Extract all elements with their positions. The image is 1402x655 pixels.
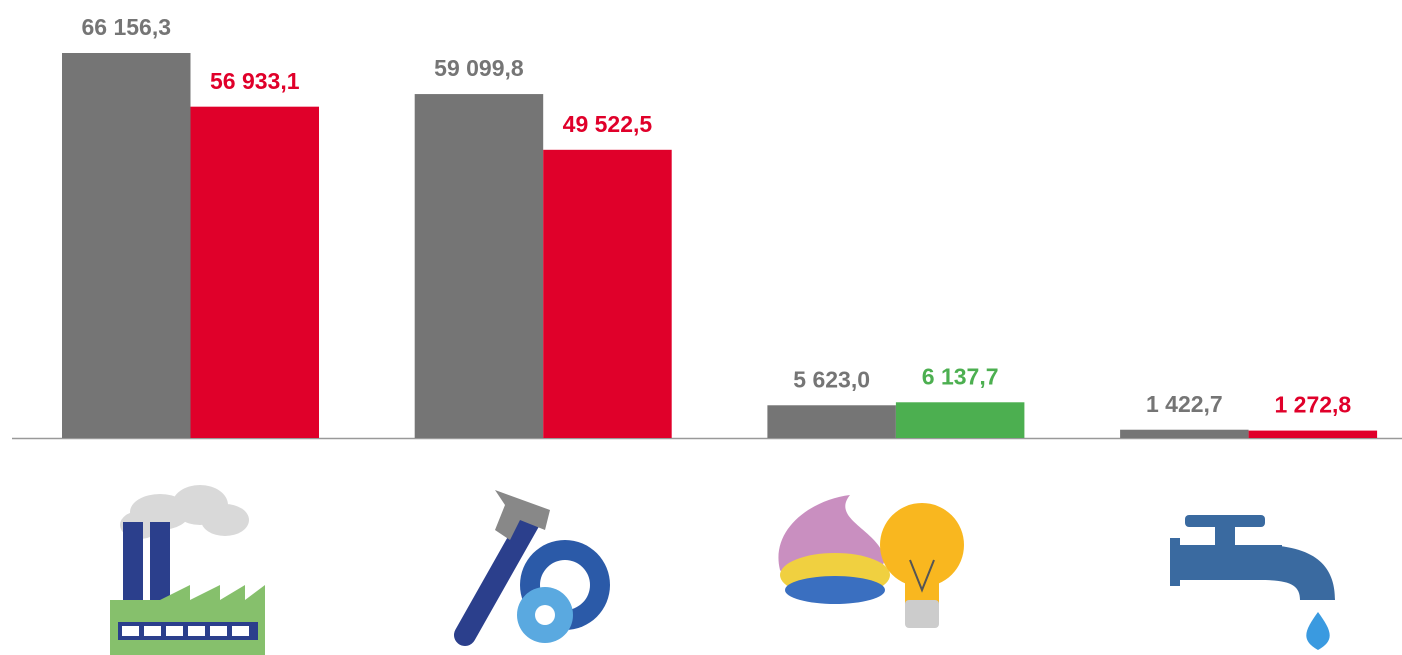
value-label: 49 522,5 [563,111,653,137]
icon-tap [1170,515,1335,650]
icon-tools [454,490,610,646]
bar [767,405,896,438]
value-label: 5 623,0 [793,366,870,392]
icon-gas-light [778,495,964,628]
value-label: 6 137,7 [922,363,999,389]
bar [543,149,672,438]
value-label: 66 156,3 [81,14,171,40]
icon-factory [110,485,265,655]
bar [62,53,191,438]
bar [190,106,319,438]
value-label: 1 272,8 [1274,392,1351,418]
value-label: 59 099,8 [434,55,524,81]
bar [1248,430,1378,438]
value-label: 56 933,1 [210,68,300,94]
value-label: 1 422,7 [1146,391,1223,417]
bar [1120,429,1249,438]
bar [414,94,544,438]
bar [895,402,1025,438]
